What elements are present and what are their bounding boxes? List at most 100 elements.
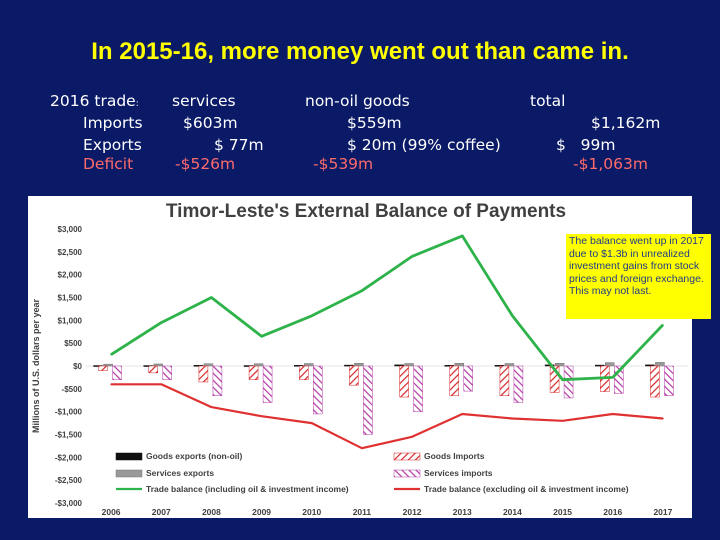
- bar-0: [394, 364, 404, 367]
- bar-2: [349, 365, 359, 386]
- bar-1: [203, 363, 214, 367]
- line-point-1: [461, 413, 464, 415]
- bar-2: [499, 365, 510, 396]
- legend-swatch: [115, 469, 143, 478]
- bar-1: [605, 362, 615, 367]
- deficit-total: -$1,063m: [573, 155, 648, 173]
- y-axis-label: Millions of U.S. dollars per year: [31, 298, 41, 433]
- bar-3: [363, 365, 373, 435]
- bar-3: [212, 365, 223, 396]
- bar-3: [614, 365, 624, 394]
- line-point-1: [361, 447, 363, 449]
- y-tick-label: $1,500: [58, 294, 83, 303]
- x-tick-label: 2012: [403, 507, 422, 517]
- line-point-0: [611, 376, 614, 379]
- slide-title: In 2015-16, more money went out than cam…: [91, 38, 629, 65]
- line-point-1: [611, 413, 614, 415]
- bar-3: [313, 365, 323, 415]
- line-0: [110, 234, 664, 382]
- legend-label: Services exports: [146, 468, 214, 478]
- bar-1: [153, 363, 163, 367]
- line-point-1: [411, 435, 413, 438]
- corner-label: 2016 trade: [50, 92, 136, 110]
- legend-swatch: [115, 452, 143, 461]
- header-services: services: [172, 92, 236, 110]
- row-label-deficit: Deficit: [83, 155, 134, 173]
- legend-swatch: [393, 469, 421, 478]
- line-point-0: [260, 335, 263, 338]
- balance-of-payments-chart: Timor-Leste's External Balance of Paymen…: [28, 196, 711, 518]
- line-point-0: [662, 324, 664, 326]
- bar-2: [650, 365, 660, 398]
- bar-3: [563, 365, 574, 399]
- chart-svg: Timor-Leste's External Balance of Paymen…: [31, 201, 688, 517]
- line-point-1: [110, 383, 112, 386]
- line-point-0: [160, 321, 163, 324]
- bar-2: [198, 365, 209, 383]
- y-tick-label: -$1,000: [55, 408, 83, 417]
- x-tick-label: 2017: [653, 507, 672, 517]
- bar-1: [655, 362, 665, 367]
- line-point-1: [561, 420, 564, 422]
- line-point-0: [561, 378, 564, 381]
- chart-title: Timor-Leste's External Balance of Paymen…: [166, 201, 566, 222]
- bar-3: [162, 365, 172, 380]
- bar-0: [344, 364, 354, 367]
- bar-1: [354, 363, 364, 367]
- x-tick-label: 2016: [603, 507, 622, 517]
- bar-1: [304, 363, 314, 367]
- bar-3: [664, 365, 674, 396]
- line-point-1: [662, 417, 664, 420]
- bar-2: [248, 365, 259, 380]
- line-point-0: [310, 314, 313, 317]
- line-point-0: [210, 296, 213, 299]
- line-point-1: [511, 417, 514, 420]
- y-tick-label: $2,000: [58, 271, 83, 280]
- row-label-imports: Imports: [83, 114, 143, 132]
- bar-0: [595, 364, 605, 367]
- bar-1: [404, 363, 414, 367]
- y-tick-label: -$500: [62, 385, 83, 394]
- bar-3: [513, 365, 524, 403]
- bar-2: [549, 365, 560, 393]
- trade-table: 2016 trade: services non-oil goods total…: [50, 92, 690, 182]
- legend-label: Services imports: [424, 468, 493, 478]
- trade-table-corner: 2016 trade:: [50, 92, 139, 110]
- x-tick-label: 2014: [503, 507, 522, 517]
- x-tick-label: 2008: [202, 507, 221, 517]
- y-tick-label: -$2,000: [55, 453, 83, 462]
- legend-swatch: [393, 452, 421, 461]
- header-total: total: [530, 92, 566, 110]
- x-tick-label: 2006: [102, 507, 121, 517]
- bar-2: [299, 365, 309, 380]
- line-point-0: [110, 353, 112, 356]
- y-tick-label: -$1,500: [55, 431, 83, 440]
- corner-colon: :: [135, 99, 139, 109]
- bar-1: [454, 363, 464, 367]
- line-point-1: [310, 422, 313, 424]
- y-tick-label: $2,500: [58, 248, 83, 257]
- bar-1: [253, 363, 264, 367]
- row-label-exports: Exports: [83, 136, 142, 154]
- deficit-services: -$526m: [175, 155, 236, 173]
- bar-2: [399, 365, 409, 398]
- legend-label: Trade balance (including oil & investmen…: [146, 484, 349, 494]
- bar-2: [449, 365, 459, 396]
- x-tick-label: 2013: [453, 507, 472, 517]
- imports-total: $1,162m: [591, 114, 661, 132]
- bar-1: [504, 363, 515, 367]
- legend-label: Goods Imports: [424, 451, 485, 461]
- y-tick-label: -$3,000: [55, 499, 83, 508]
- line-point-1: [160, 383, 163, 386]
- bar-2: [148, 365, 158, 374]
- exports-goods: $ 20m (99% coffee): [347, 136, 501, 154]
- bar-2: [98, 365, 108, 371]
- exports-total: $ 99m: [556, 136, 616, 154]
- bar-3: [463, 365, 473, 392]
- bar-0: [645, 364, 655, 367]
- exports-services: $ 77m: [214, 136, 264, 154]
- bar-1: [554, 363, 565, 367]
- line-point-0: [461, 235, 464, 237]
- legend-label: Goods exports (non-oil): [146, 451, 242, 461]
- deficit-goods: -$539m: [313, 155, 374, 173]
